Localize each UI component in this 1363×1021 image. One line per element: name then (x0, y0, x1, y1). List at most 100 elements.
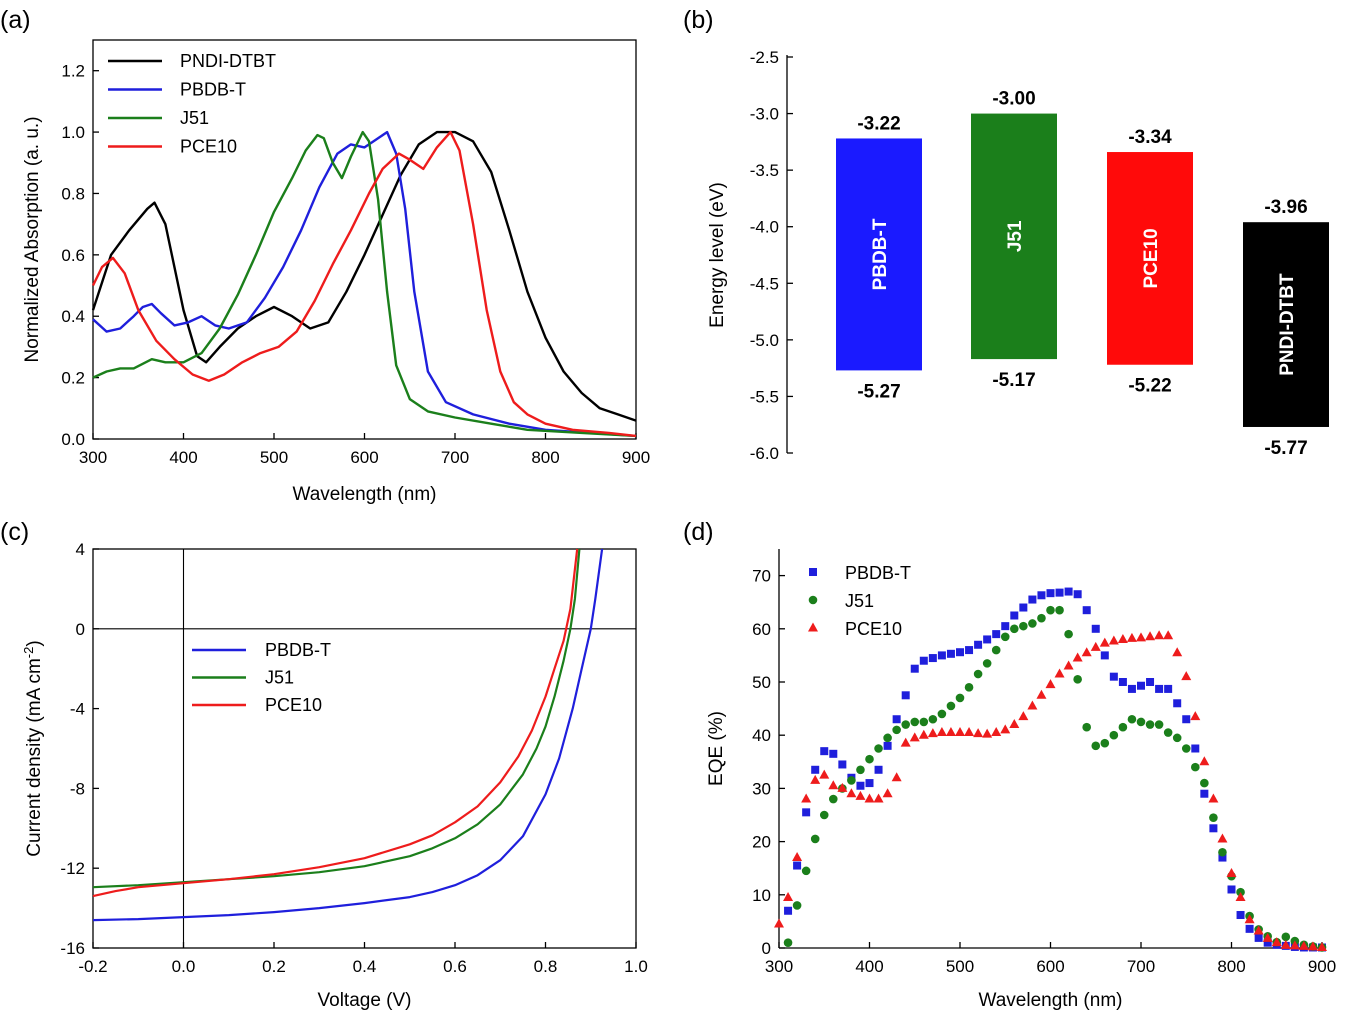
d-point-pbdb-t (1146, 678, 1155, 686)
a-ytick-label: 0.8 (61, 184, 85, 203)
d-point-j51 (1028, 619, 1037, 628)
d-point-pce10 (982, 728, 993, 738)
d-point-pce10 (964, 727, 975, 737)
d-point-pce10 (801, 793, 812, 803)
d-point-pce10 (1099, 637, 1110, 647)
c-y-axis-label: Current density (mA cm-2) (21, 640, 45, 856)
d-point-j51 (937, 709, 947, 719)
d-point-pbdb-t (1236, 911, 1245, 920)
c-ytick-label: 0 (76, 620, 85, 639)
b-lumo-label-j51: -3.00 (992, 89, 1035, 110)
d-point-pce10 (1045, 679, 1056, 689)
d-point-j51 (946, 701, 956, 711)
b-homo-label-pbdb-t: -5.27 (857, 381, 900, 402)
b-ytick-label: -5.0 (750, 331, 779, 350)
d-point-pce10 (774, 918, 784, 928)
d-ytick-label: 40 (752, 726, 771, 745)
a-series-line-pbdb-t (92, 130, 637, 438)
b-bar-label-pndi-dtbt: PNDI-DTBT (1277, 273, 1298, 376)
b-bar-pbdb-t (836, 138, 922, 371)
a-ytick-label: 0.0 (61, 430, 85, 449)
a-series-line-pce10 (91, 130, 637, 438)
d-point-pbdb-t (1200, 789, 1209, 798)
d-point-pce10 (1154, 630, 1165, 640)
c-legend-label-pbdb-t: PBDB-T (265, 640, 331, 660)
d-point-j51 (1055, 605, 1064, 615)
d-point-pce10 (1190, 711, 1201, 721)
panel-b-energy-level-chart: (b) -2.5 -3.0 -3.5 -4.0 -4.5 -5.0 -5.5 -6.0 Energ… (683, 6, 1329, 463)
d-point-pce10 (810, 774, 821, 784)
a-legend-label-pndi-dtbt: PNDI-DTBT (180, 51, 276, 71)
d-point-j51 (1200, 778, 1209, 788)
a-xtick-label: 900 (622, 448, 650, 467)
b-bar-label-pce10: PCE10 (1141, 228, 1162, 288)
d-point-j51 (1172, 733, 1182, 743)
a-ytick-label: 1.0 (61, 123, 85, 142)
d-point-j51 (982, 659, 992, 668)
d-point-pbdb-t (910, 664, 919, 673)
d-point-pbdb-t (1191, 744, 1200, 753)
b-lumo-label-pbdb-t: -3.22 (857, 113, 900, 134)
d-point-pce10 (864, 793, 875, 803)
a-xtick-label: 700 (441, 448, 469, 467)
d-point-pce10 (1217, 833, 1228, 843)
d-point-pce10 (792, 852, 803, 862)
d-ytick-label: 60 (752, 620, 771, 639)
c-xtick-label: 0.0 (172, 957, 196, 976)
d-point-j51 (901, 720, 910, 729)
c-series-line-j51 (92, 548, 581, 889)
c-ytick-label: 4 (76, 540, 85, 559)
d-point-pce10 (873, 793, 884, 803)
a-ytick-label: 1.2 (61, 62, 85, 81)
d-point-j51 (810, 834, 820, 844)
b-bar-label-pbdb-t: PBDB-T (870, 218, 891, 290)
d-point-pbdb-t (1109, 672, 1118, 681)
d-point-pce10 (1036, 689, 1047, 699)
d-xtick-label: 800 (1217, 957, 1245, 976)
c-ytick-label: -16 (60, 939, 85, 958)
d-point-j51 (792, 901, 802, 910)
d-point-j51 (1046, 605, 1055, 615)
d-point-pce10 (1253, 925, 1264, 935)
d-point-pbdb-t (1137, 681, 1145, 690)
d-point-pbdb-t (1164, 684, 1173, 693)
d-point-j51 (1037, 613, 1046, 623)
d-legend-marker-pce10 (808, 622, 818, 632)
d-point-pbdb-t (784, 906, 793, 915)
d-ytick-label: 10 (752, 886, 771, 905)
c-ytick-label: -8 (70, 779, 85, 798)
d-ytick-label: 30 (752, 779, 771, 798)
d-point-pce10 (1027, 700, 1038, 710)
d-point-pce10 (1063, 660, 1074, 670)
d-ytick-label: 70 (752, 567, 771, 586)
d-point-pce10 (855, 790, 866, 800)
d-point-pbdb-t (865, 779, 874, 788)
c-series-line-pce10 (92, 548, 579, 898)
d-point-pbdb-t (1064, 587, 1073, 596)
d-point-pce10 (1199, 756, 1210, 766)
d-legend-label-j51: J51 (845, 591, 874, 611)
d-point-pce10 (1136, 632, 1146, 642)
d-point-pce10 (1117, 633, 1128, 643)
a-legend-label-pbdb-t: PBDB-T (180, 80, 246, 100)
a-ytick-label: 0.6 (61, 246, 85, 265)
d-point-pce10 (1126, 632, 1137, 642)
c-series-line-pbdb-t (92, 548, 604, 922)
a-ytick-label: 0.2 (61, 369, 85, 388)
d-point-pbdb-t (1100, 651, 1109, 660)
b-bar-pndi-dtbt (1243, 222, 1329, 427)
d-point-j51 (928, 714, 938, 724)
d-point-pbdb-t (946, 649, 955, 658)
d-point-pbdb-t (874, 765, 883, 774)
panel-a-absorption-chart: (a) 300 400 500 600 700 800 900 0.0 0.2 0.4 0.6 0.8 1… (0, 6, 650, 505)
d-point-pce10 (1145, 631, 1156, 641)
d-point-pce10 (909, 732, 920, 742)
b-ytick-label: -2.5 (750, 48, 779, 67)
d-point-pbdb-t (892, 715, 901, 724)
d-xtick-label: 400 (855, 957, 883, 976)
d-point-pbdb-t (992, 630, 1001, 639)
a-xtick-label: 300 (79, 448, 107, 467)
a-legend-label-j51: J51 (180, 108, 209, 128)
d-point-pce10 (945, 727, 956, 737)
